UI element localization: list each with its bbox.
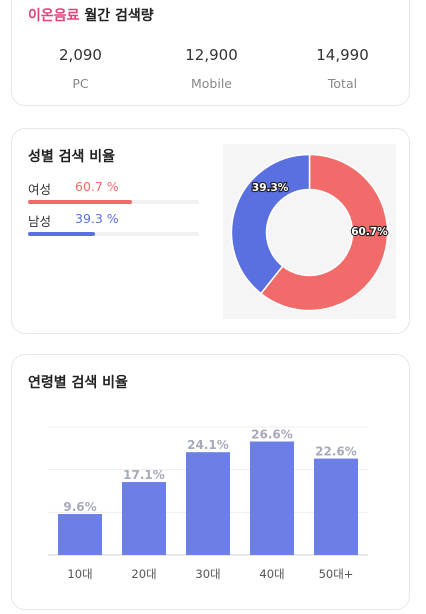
monthly-volume-title: 이온음료 월간 검색량 [28, 5, 154, 25]
stat-total-value: 14,990 [316, 46, 369, 64]
age-tick-label-1: 20대 [131, 567, 156, 581]
stat-mobile-value: 12,900 [185, 46, 238, 64]
age-bar-0 [58, 514, 102, 555]
female-value: 60.7 % [75, 179, 119, 194]
keyword-label: 이온음료 [28, 8, 80, 24]
age-bar-label-3: 26.6% [251, 428, 293, 442]
female-label: 여성 [28, 182, 52, 197]
donut-label-1: 39.3% [252, 182, 289, 194]
gender-ratio-card: 성별 검색 비율 여성 60.7 % 남성 39.3 % 60.7% 39.3% [11, 128, 410, 334]
donut-slice-1 [230, 153, 311, 295]
age-ratio-card: 연령별 검색 비율 9.6% 10대 17.1% 20대 24.1% 30대 26.6% 40… [11, 354, 410, 610]
stat-mobile: 12,900 Mobile [145, 46, 278, 91]
age-tick-label-0: 10대 [67, 567, 92, 581]
stat-pc-value: 2,090 [59, 46, 102, 64]
age-bar-label-4: 22.6% [315, 445, 357, 459]
age-tick-label-2: 30대 [195, 567, 220, 581]
stat-pc: 2,090 PC [14, 46, 147, 91]
age-bar-chart: 9.6% 10대 17.1% 20대 24.1% 30대 26.6% 40대 22.6% 50대+ [48, 426, 368, 581]
stat-pc-label: PC [72, 76, 89, 91]
age-ratio-title: 연령별 검색 비율 [28, 375, 128, 391]
monthly-volume-heading: 월간 검색량 [84, 8, 154, 24]
female-bar-track [28, 200, 199, 204]
donut-label-0: 60.7% [351, 226, 388, 238]
gender-ratio-title: 성별 검색 비율 [28, 149, 116, 165]
age-tick-label-3: 40대 [259, 567, 284, 581]
stat-total: 14,990 Total [276, 46, 409, 91]
male-label: 남성 [28, 214, 52, 229]
female-bar-fill [28, 200, 132, 204]
male-value: 39.3 % [75, 211, 119, 226]
donut-slice-0 [259, 153, 389, 312]
male-bar-fill [28, 232, 96, 236]
age-bar-1 [122, 482, 166, 555]
stat-total-label: Total [327, 76, 358, 91]
age-bar-label-2: 24.1% [187, 438, 229, 452]
age-bar-2 [186, 452, 230, 555]
age-bar-label-1: 17.1% [123, 468, 165, 482]
age-bar-3 [250, 441, 294, 555]
gender-donut-chart: 60.7% 39.3% [223, 144, 396, 319]
age-bar-4 [314, 458, 358, 555]
monthly-volume-card: 이온음료 월간 검색량 2,090 PC 12,900 Mobile 14,99… [11, 0, 410, 106]
male-bar-track [28, 232, 199, 236]
age-tick-label-4: 50대+ [319, 567, 354, 581]
stat-mobile-label: Mobile [190, 76, 232, 91]
age-bar-label-0: 9.6% [63, 500, 96, 514]
gender-donut-svg: 60.7% 39.3% [230, 153, 389, 312]
